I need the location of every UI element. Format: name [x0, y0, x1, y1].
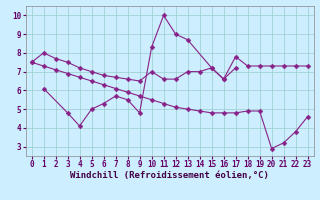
X-axis label: Windchill (Refroidissement éolien,°C): Windchill (Refroidissement éolien,°C) — [70, 171, 269, 180]
